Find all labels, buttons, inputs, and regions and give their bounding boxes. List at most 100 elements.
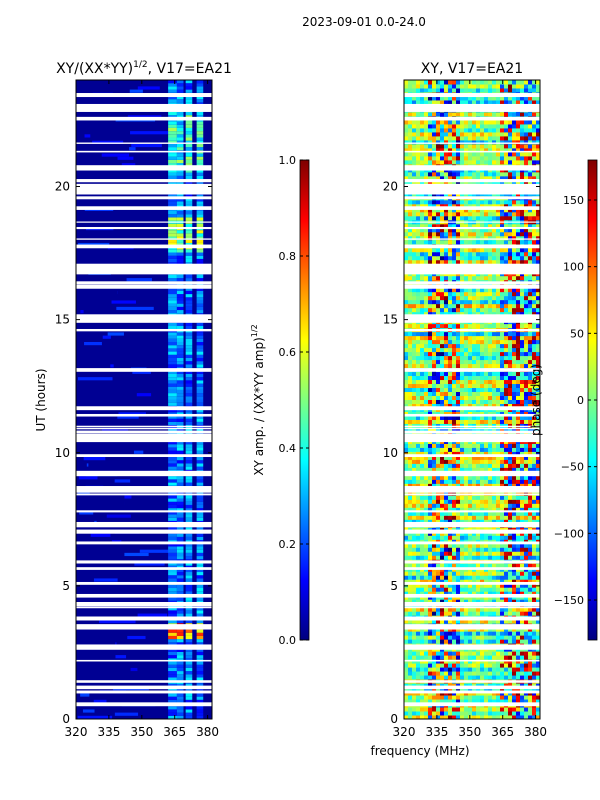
heat-cell — [428, 527, 433, 532]
heat-cell — [484, 635, 489, 640]
heat-cell — [448, 459, 453, 464]
heat-cell — [528, 331, 533, 337]
heat-cell — [185, 572, 193, 576]
heat-cell — [488, 303, 493, 309]
heat-cell — [488, 347, 493, 353]
heat-cell — [440, 543, 445, 548]
heat-cell — [524, 451, 529, 456]
heat-cell — [476, 427, 481, 432]
heat-cell — [484, 483, 489, 488]
heat-cell — [196, 233, 204, 237]
heat-cell — [512, 375, 517, 381]
heat-cell — [476, 599, 481, 604]
heat-cell — [196, 543, 204, 547]
heat-cell — [464, 391, 469, 397]
heat-cell — [432, 347, 437, 353]
heat-cell — [460, 707, 465, 712]
heat-cell — [468, 667, 473, 672]
heat-cell — [492, 303, 497, 309]
heat-cell — [512, 275, 517, 281]
heat-cell — [412, 499, 417, 504]
heat-cell — [436, 675, 441, 680]
heat-cell — [185, 326, 193, 330]
heat-cell — [176, 511, 184, 515]
heat-cell — [176, 575, 184, 579]
heat-cell — [480, 583, 485, 588]
heat-cell — [488, 499, 493, 504]
heat-cell — [488, 599, 493, 604]
heat-cell — [492, 667, 497, 672]
heat-cell — [185, 255, 193, 259]
heat-cell — [436, 331, 441, 337]
heat-cell — [472, 451, 477, 456]
heat-cell — [468, 483, 473, 488]
heat-cell — [412, 667, 417, 672]
heat-cell — [468, 411, 473, 416]
heat-cell — [484, 431, 489, 436]
heat-cell — [484, 655, 489, 660]
heat-cell — [416, 519, 421, 524]
heat-cell — [476, 495, 481, 500]
heat-cell — [520, 331, 525, 337]
heat-cell — [432, 379, 437, 385]
heat-cell — [468, 515, 473, 520]
heat-cell — [444, 711, 449, 716]
heat-cell — [488, 455, 493, 460]
heat-cell — [404, 427, 409, 432]
heat-cell — [196, 95, 204, 100]
heat-cell — [436, 631, 441, 636]
heat-cell — [512, 519, 517, 524]
heat-cell — [464, 515, 469, 520]
heat-cell — [168, 651, 177, 656]
heat-cell — [532, 391, 537, 397]
heat-cell — [452, 463, 457, 468]
heat-cell — [476, 355, 481, 361]
heat-cell — [168, 370, 177, 374]
heat-cell — [464, 587, 469, 592]
heat-cell — [436, 551, 441, 556]
heat-cell — [404, 587, 409, 592]
heat-cell — [196, 651, 204, 656]
heat-cell — [460, 683, 465, 688]
heat-cell — [185, 399, 193, 403]
heat-gap — [76, 413, 212, 417]
heat-cell — [436, 687, 441, 692]
colorbar-tick-label: 0.0 — [279, 634, 297, 647]
heat-cell — [129, 89, 143, 93]
heat-cell — [420, 611, 425, 616]
heat-cell — [492, 251, 497, 257]
heat-cell — [176, 482, 184, 486]
heat-cell — [424, 387, 429, 393]
heat-cell — [416, 611, 421, 616]
heat-cell — [93, 699, 107, 704]
heat-cell — [520, 259, 525, 265]
heat-cell — [416, 687, 421, 692]
heat-cell — [185, 642, 193, 646]
heat-cell — [460, 663, 465, 668]
heat-cell — [440, 403, 445, 408]
heat-cell — [512, 415, 517, 420]
heat-cell — [196, 655, 204, 659]
heat-cell — [196, 396, 204, 400]
heat-cell — [488, 403, 493, 408]
heat-cell — [492, 571, 497, 576]
heat-cell — [416, 287, 421, 293]
heat-cell — [480, 307, 485, 313]
heat-cell — [528, 287, 533, 293]
heat-cell — [121, 163, 136, 167]
heat-cell — [424, 519, 429, 524]
heat-cell — [432, 655, 437, 660]
heat-cell — [484, 427, 489, 432]
heat-cell — [444, 255, 449, 261]
heat-cell — [420, 671, 425, 676]
heat-cell — [436, 379, 441, 385]
heat-cell — [168, 444, 177, 448]
heat-cell — [464, 591, 469, 596]
heat-cell — [464, 507, 469, 512]
heat-cell — [408, 619, 413, 624]
heat-cell — [424, 607, 429, 612]
heat-cell — [428, 495, 433, 500]
heat-cell — [492, 707, 497, 712]
heat-cell — [424, 639, 429, 644]
heat-cell — [432, 303, 437, 309]
